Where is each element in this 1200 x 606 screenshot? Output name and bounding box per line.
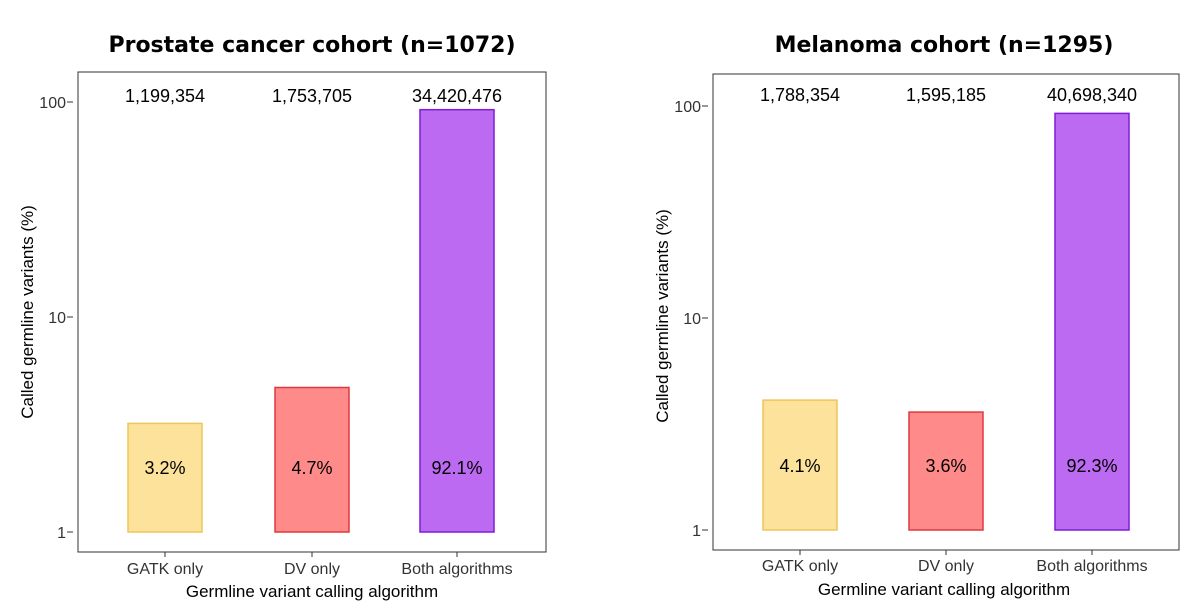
y-axis-title: Called germline variants (%) (18, 205, 37, 419)
percent-label: 92.1% (431, 458, 482, 478)
y-tick-label: 100 (39, 95, 66, 112)
x-tick-label: GATK only (762, 558, 838, 575)
melanoma-chart: Melanoma cohort (n=1295) Called germline… (653, 33, 1180, 599)
percent-label: 92.3% (1066, 456, 1117, 476)
plot-area: 1 10 100 3.2% 1,199,354 GATK only 4.7% 1,753,70… (39, 86, 512, 578)
y-tick-label: 100 (674, 99, 701, 116)
bar (1054, 112, 1130, 531)
bar (908, 411, 984, 531)
y-axis-title: Called germline variants (%) (653, 209, 672, 423)
percent-label: 4.7% (291, 458, 332, 478)
y-tick-label: 10 (48, 310, 66, 327)
x-tick-label: DV only (918, 558, 974, 575)
count-label: 1,595,185 (906, 85, 986, 105)
bar (419, 108, 495, 533)
x-axis-title: Germline variant calling algorithm (186, 582, 438, 601)
count-label: 34,420,476 (412, 86, 502, 106)
count-label: 1,753,705 (272, 86, 352, 106)
percent-label: 4.1% (779, 456, 820, 476)
x-tick-label: GATK only (127, 561, 203, 578)
bar (274, 386, 350, 533)
y-tick-label: 10 (683, 311, 701, 328)
prostate-chart: Prostate cancer cohort (n=1072) Called g… (18, 33, 547, 601)
bar (762, 399, 838, 531)
chart-title: Melanoma cohort (n=1295) (775, 33, 1114, 58)
x-tick-label: Both algorithms (401, 561, 512, 578)
bar (127, 422, 203, 533)
count-label: 1,788,354 (760, 85, 840, 105)
count-label: 40,698,340 (1047, 85, 1137, 105)
x-tick-label: Both algorithms (1036, 558, 1147, 575)
y-tick-label: 1 (57, 525, 66, 542)
chart-title: Prostate cancer cohort (n=1072) (108, 33, 515, 58)
y-tick-label: 1 (692, 523, 701, 540)
count-label: 1,199,354 (125, 86, 205, 106)
x-tick-label: DV only (284, 561, 340, 578)
plot-area: 1 10 100 4.1% 1,788,354 GATK only 3.6% 1,595,18… (674, 85, 1147, 575)
x-axis-title: Germline variant calling algorithm (818, 580, 1070, 599)
percent-label: 3.2% (144, 458, 185, 478)
percent-label: 3.6% (925, 456, 966, 476)
